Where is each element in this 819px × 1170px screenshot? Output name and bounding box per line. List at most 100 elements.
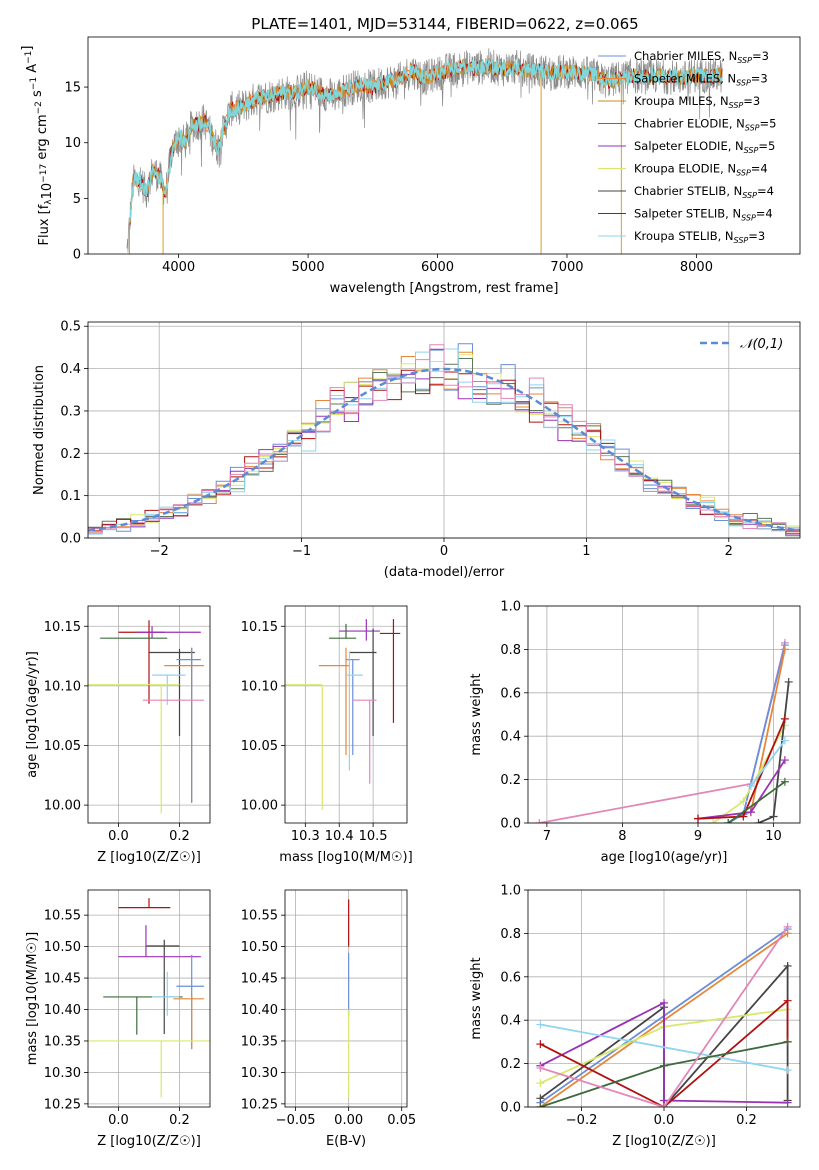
legend-entry: Salpeter MILES, NSSP=3	[634, 72, 768, 88]
data-marker	[783, 1037, 792, 1046]
y-tick-label: 10.00	[241, 799, 278, 814]
y-tick-label: 0.0	[500, 1101, 521, 1116]
mass-weight-Z-panel: −0.2 0.0 0.2 0.0 0.2 0.4 0.6 0.8 1.0 Z [log10(Z/Z…	[469, 884, 801, 1149]
x-tick-label: 8000	[680, 260, 713, 275]
y-tick-label: 10.25	[44, 1097, 81, 1112]
data-marker	[694, 814, 702, 823]
data-marker	[536, 1020, 545, 1029]
mass-weight-age-panel: 7 8 9 10 0.0 0.2 0.4 0.6 0.8 1.0 age [log10(age/yr…	[469, 600, 801, 865]
y-tick-label: 0.2	[60, 447, 81, 462]
mass-vs-Z-panel: 0.0 0.2 10.25 10.30 10.35 10.40 10.45 10.50 10.5…	[25, 889, 211, 1149]
y-tick-label: 0.3	[60, 404, 81, 419]
histogram-step	[88, 344, 800, 534]
x-axis-label: Z [log10(Z/Z☉)]	[97, 1134, 201, 1149]
legend-entry: Salpeter STELIB, NSSP=4	[634, 207, 773, 223]
legend-entry: Chabrier STELIB, NSSP=4	[634, 184, 774, 200]
y-tick-label: 10.35	[241, 1034, 278, 1049]
x-tick-label: 0.05	[387, 1113, 416, 1128]
y-tick-label: 0.4	[500, 1014, 521, 1029]
y-tick-label: 0.0	[500, 817, 521, 832]
axes-frame	[87, 889, 211, 1108]
data-marker	[783, 1066, 792, 1075]
x-tick-label: 2	[725, 544, 733, 559]
age-vs-Z-panel: 0.0 0.2 10.00 10.05 10.10 10.15 Z [log10(Z/Z☉)…	[25, 605, 211, 865]
data-marker	[769, 812, 778, 821]
y-tick-label: 0.8	[500, 927, 521, 942]
x-tick-label: 10	[765, 829, 782, 844]
data-marker	[780, 714, 789, 723]
y-tick-label: 10	[64, 136, 81, 151]
x-tick-label: 0.2	[169, 1113, 190, 1128]
axes-frame	[87, 605, 211, 824]
y-tick-label: 0.4	[60, 362, 81, 377]
x-tick-label: 10.5	[359, 829, 388, 844]
data-marker	[780, 777, 789, 786]
legend-entry: Salpeter ELODIE, NSSP=5	[634, 139, 775, 155]
x-tick-label: −2	[150, 544, 169, 559]
mass-vs-EBV-panel: −0.05 0.00 0.05 10.25 10.30 10.35 10.40 10.45 10…	[241, 889, 416, 1149]
y-axis-label: age [log10(age/yr)]	[25, 651, 40, 778]
x-tick-label: 6000	[421, 260, 454, 275]
y-tick-label: 15	[64, 81, 81, 96]
data-marker	[536, 1040, 545, 1049]
x-axis-label: (data-model)/error	[384, 565, 505, 580]
y-tick-label: 0.8	[500, 643, 521, 658]
figure-title: PLATE=1401, MJD=53144, FIBERID=0622, z=0…	[251, 15, 638, 33]
mass-weight-line	[539, 1001, 788, 1104]
age-vs-mass-panel: 10.3 10.4 10.5 10.00 10.05 10.10 10.15 mass [lo…	[241, 605, 413, 865]
x-tick-label: −0.2	[566, 1113, 598, 1128]
y-tick-label: 0.0	[60, 532, 81, 547]
y-tick-label: 10.05	[44, 739, 81, 754]
mass-weight-line	[540, 1023, 788, 1071]
x-tick-label: 0.2	[169, 829, 190, 844]
data-marker	[739, 812, 748, 821]
mass-weight-line	[697, 759, 786, 820]
data-marker	[724, 819, 733, 823]
plot-area	[536, 922, 792, 1107]
y-tick-label: 5	[73, 192, 81, 207]
data-marker	[739, 797, 748, 806]
data-marker	[660, 1061, 668, 1070]
plot-area	[88, 343, 800, 537]
x-tick-label: −0.05	[276, 1113, 316, 1128]
data-marker	[536, 1103, 545, 1107]
x-tick-label: 0.2	[736, 1113, 757, 1128]
x-tick-label: 0	[440, 544, 448, 559]
x-axis-label: Z [log10(Z/Z☉)]	[612, 1134, 716, 1149]
data-marker	[783, 961, 792, 970]
data-marker	[746, 782, 755, 791]
legend-entry: Kroupa MILES, NSSP=3	[634, 94, 760, 110]
y-tick-label: 0.2	[500, 773, 521, 788]
plot-area	[126, 48, 723, 254]
y-tick-label: 0.6	[500, 970, 521, 985]
y-tick-label: 10.10	[44, 679, 81, 694]
x-axis-label: Z [log10(Z/Z☉)]	[97, 850, 201, 865]
model-fit-line	[128, 58, 723, 222]
legend-entry: Chabrier ELODIE, NSSP=5	[634, 117, 776, 133]
mass-weight-line	[540, 926, 789, 1107]
y-tick-label: 10.15	[44, 620, 81, 635]
axes-frame	[527, 605, 801, 824]
y-tick-label: 10.15	[241, 620, 278, 635]
plot-area	[285, 619, 401, 810]
x-tick-label: 0.0	[654, 1113, 675, 1128]
y-tick-label: 1.0	[500, 600, 521, 615]
y-tick-label: 10.55	[44, 909, 81, 924]
y-tick-label: 10.10	[241, 679, 278, 694]
x-tick-label: 5000	[292, 260, 325, 275]
data-marker	[536, 1094, 545, 1103]
y-axis-label: Flux [fλ10−17 erg cm−2 s−1 A−1]	[20, 46, 55, 246]
histogram-panel: −2 −1 0 1 2 0.0 0.1 0.2 0.3 0.4 0.5 (data-model)/er…	[32, 320, 801, 580]
x-tick-label: 0.0	[108, 1113, 129, 1128]
y-tick-label: 1.0	[500, 884, 521, 899]
mass-weight-line	[750, 739, 786, 787]
data-marker	[535, 819, 544, 823]
spectrum-panel: 4000 5000 6000 7000 8000 0 5 10 15 wavelength [An…	[20, 36, 801, 296]
y-tick-label: 0.5	[60, 320, 81, 335]
y-tick-label: 10.45	[44, 972, 81, 987]
x-tick-label: 10.4	[325, 829, 354, 844]
y-axis-label: mass [log10(M/M☉)]	[25, 932, 40, 1065]
x-tick-label: 8	[618, 829, 626, 844]
x-axis-label: wavelength [Angstrom, rest frame]	[330, 281, 559, 296]
x-tick-label: 1	[582, 544, 590, 559]
